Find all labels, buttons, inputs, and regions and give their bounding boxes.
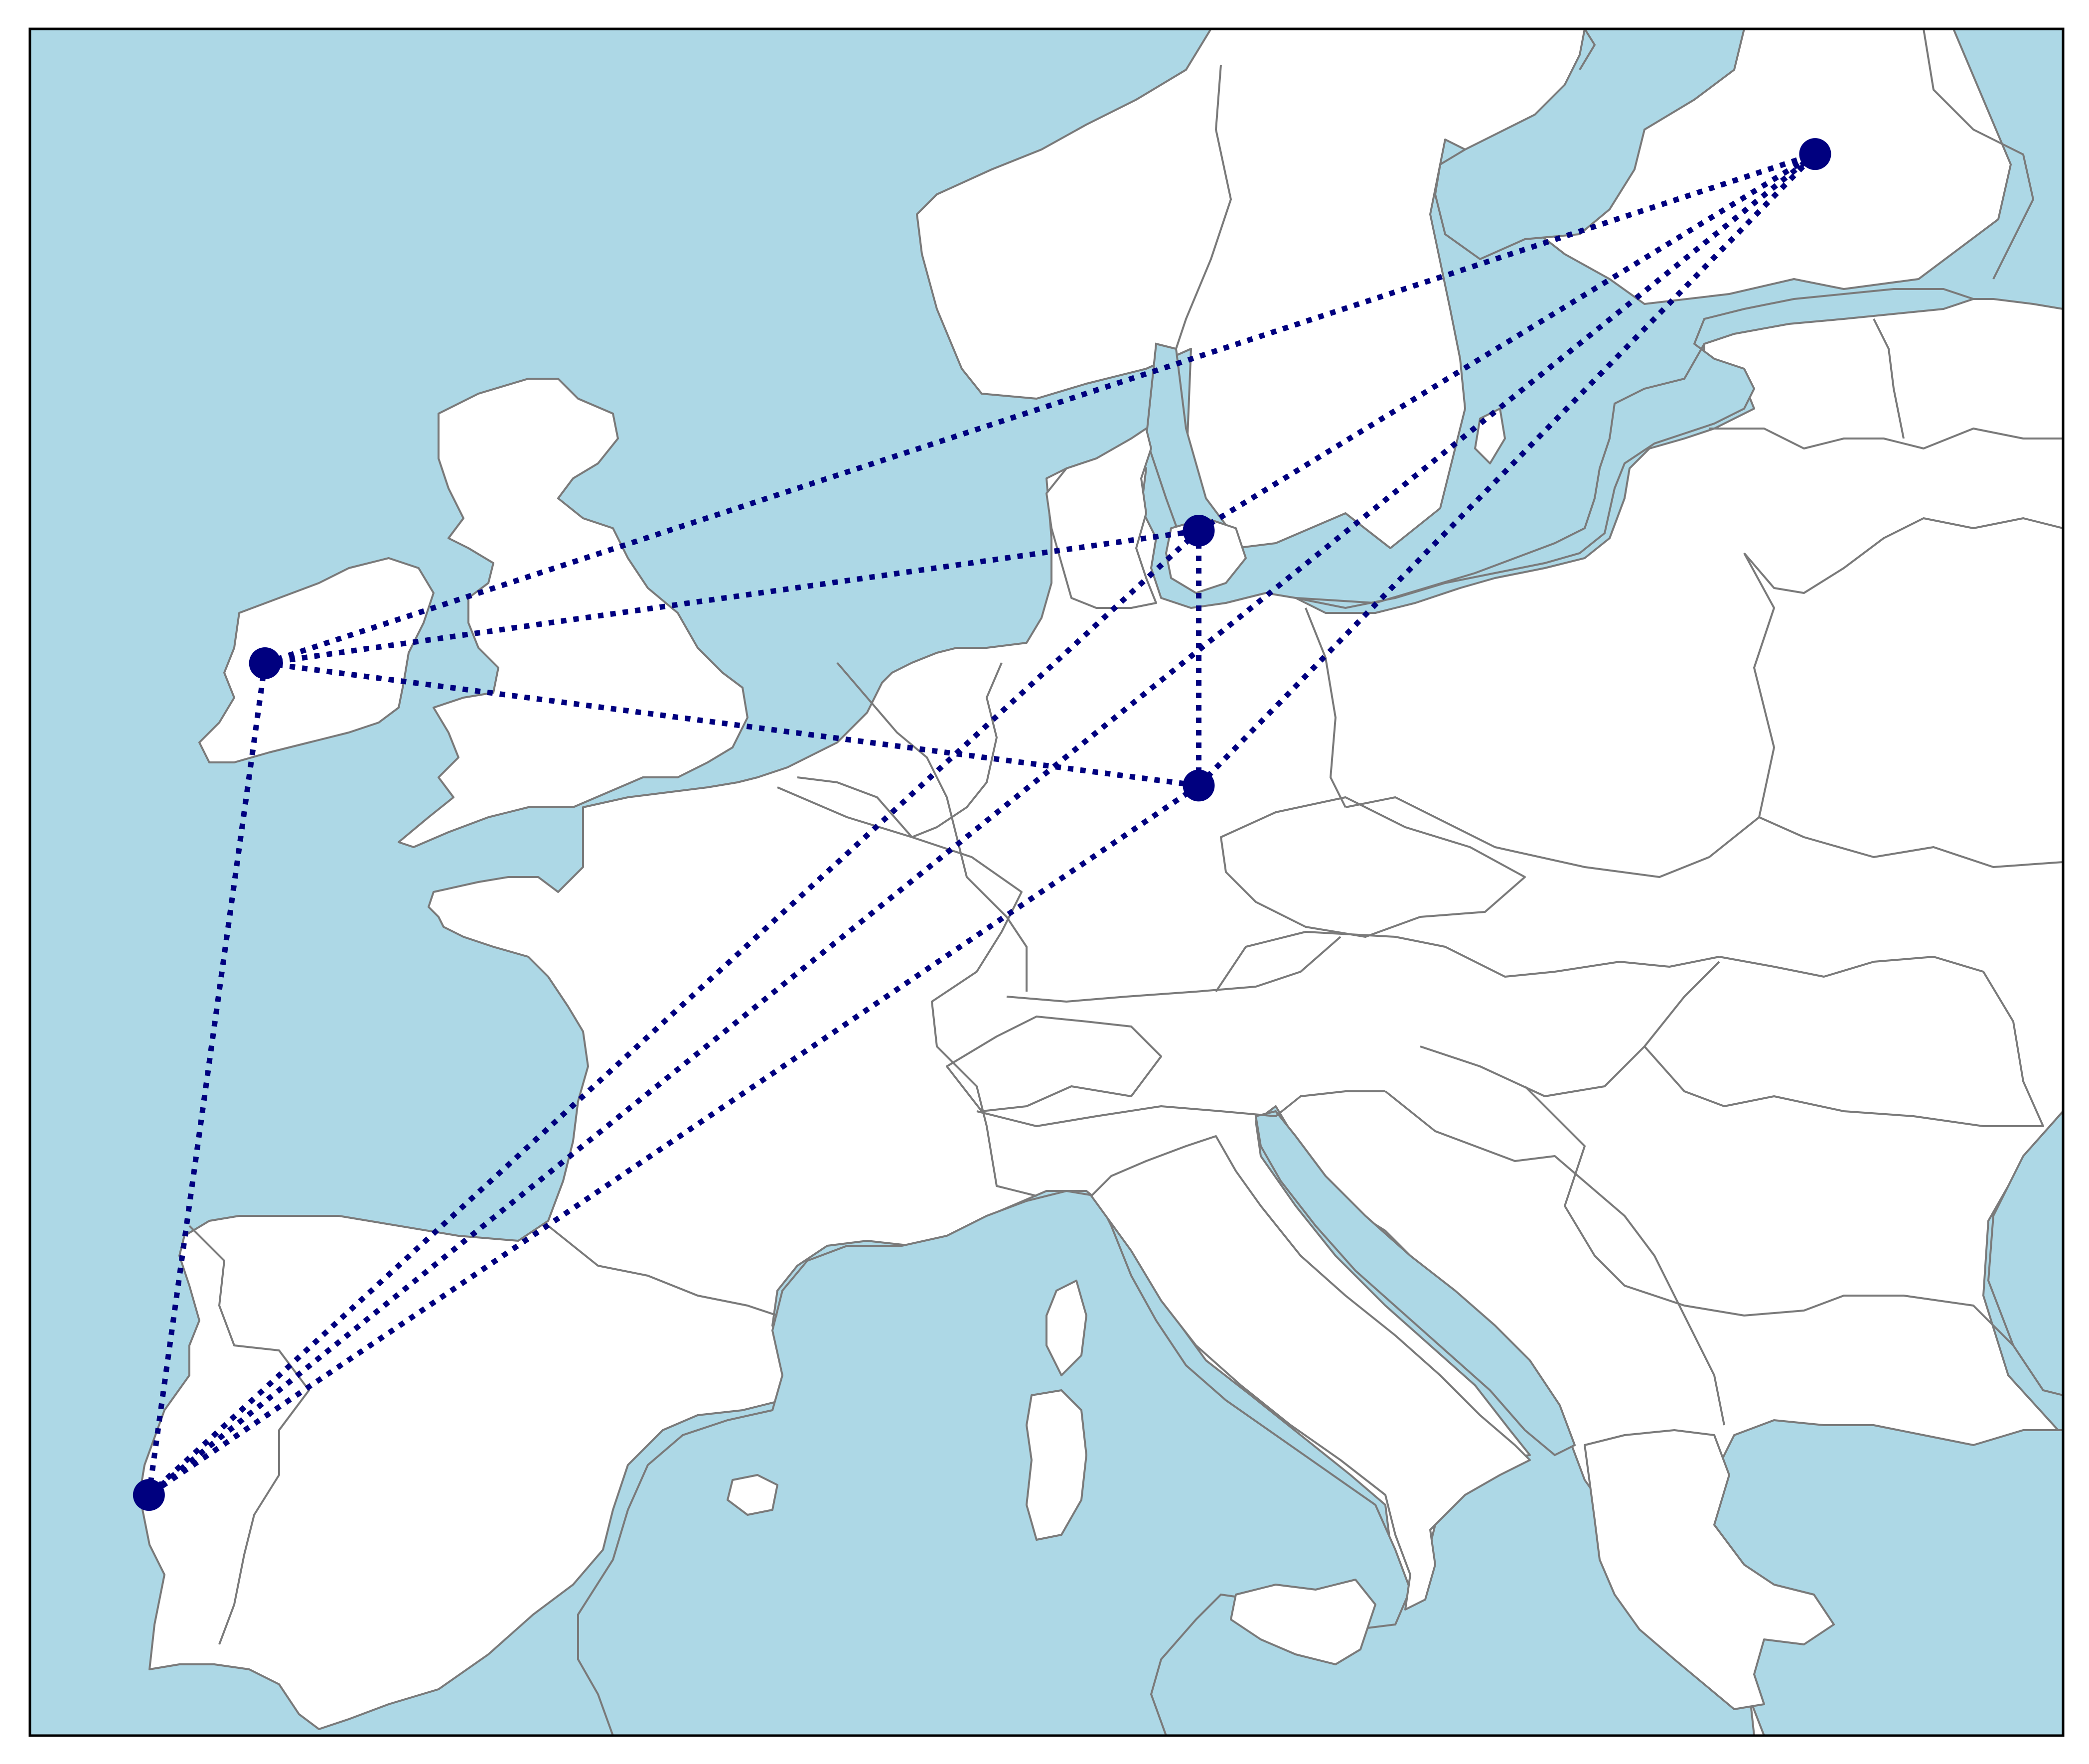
border-austria-hungary	[1215, 931, 1720, 993]
border-latvia-estonia	[1709, 428, 2063, 449]
route-copenhagen-lisbon	[147, 528, 1201, 1497]
border-germany-south	[1006, 936, 1342, 1003]
border-italy-north	[976, 1090, 1385, 1127]
landmasses	[139, 29, 2063, 1736]
border-estonia-russia	[1873, 318, 1905, 439]
border-balkans-1	[1384, 1090, 1725, 1426]
route-dublin-copenhagen	[264, 528, 1199, 666]
mallorca-island	[727, 1474, 778, 1516]
baltic-sea	[1295, 288, 1977, 609]
border-poland	[1345, 553, 1775, 878]
route-dublin-lisbon	[146, 663, 268, 1495]
border-ukraine	[1759, 816, 2063, 868]
adriatic-sea	[1254, 1110, 1576, 1457]
border-romania	[1643, 956, 2044, 1127]
border-france-spain	[547, 1225, 778, 1317]
great-britain-land	[398, 378, 748, 848]
border-finland-russia	[1923, 29, 2034, 280]
gulf-of-bothnia	[1434, 29, 1746, 261]
route-hanover-helsinki	[1196, 152, 1817, 788]
border-sweden-finland	[1579, 29, 1596, 71]
route-copenhagen-helsinki	[1197, 151, 1817, 533]
black-sea	[1987, 1109, 2063, 1397]
city-markers	[133, 138, 1831, 1511]
country-borders	[188, 29, 2063, 1645]
city-marker-hanover[interactable]	[1183, 769, 1215, 802]
border-balkans-2	[1524, 1085, 2014, 1346]
mediterranean-sea	[577, 1189, 1412, 1736]
route-dublin-helsinki	[264, 151, 1816, 666]
italy-land	[1090, 1135, 1531, 1611]
map-frame	[28, 27, 2065, 1737]
city-marker-helsinki[interactable]	[1799, 138, 1831, 170]
ireland-land	[198, 557, 435, 763]
route-lines	[146, 151, 1817, 1497]
border-sweden-norway	[1175, 64, 1232, 349]
sicily-island	[1230, 1579, 1376, 1665]
greece-land	[1584, 1429, 1835, 1710]
border-czech	[1220, 796, 1526, 938]
city-marker-dublin[interactable]	[249, 647, 281, 679]
border-hungary-south	[1420, 961, 1720, 1097]
border-switzerland	[946, 1016, 1162, 1112]
border-spain-portugal	[188, 1225, 310, 1645]
border-germany-east	[1305, 607, 1346, 808]
scandinavia-land	[916, 29, 2012, 554]
route-helsinki-lisbon	[147, 151, 1817, 1497]
border-baltics	[1743, 517, 2063, 594]
sardinia-island	[1026, 1389, 1087, 1541]
city-marker-copenhagen[interactable]	[1183, 514, 1215, 547]
city-marker-lisbon[interactable]	[133, 1479, 165, 1511]
corsica-island	[1045, 1280, 1087, 1376]
